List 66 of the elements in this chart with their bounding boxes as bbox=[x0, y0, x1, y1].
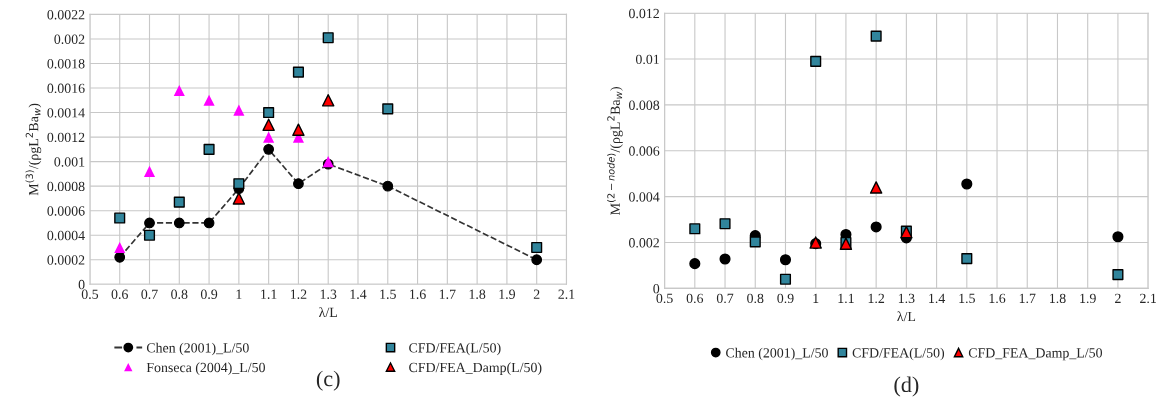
x-tick-label: 1.8 bbox=[1050, 293, 1066, 304]
y-tick-label: 0.0004 bbox=[47, 230, 85, 241]
x-tick-label: 1.3 bbox=[320, 289, 337, 299]
x-tick-label: 1 bbox=[813, 293, 819, 303]
x-tick-label: 1.2 bbox=[290, 289, 307, 299]
x-tick-label: 2 bbox=[1115, 293, 1121, 303]
x-tick-label: 1.9 bbox=[499, 289, 516, 299]
y-tick-label: 0 bbox=[653, 283, 660, 294]
x-tick-label: 1 bbox=[236, 289, 242, 299]
y-tick-label: 0.0014 bbox=[47, 108, 85, 118]
y-tick-label: 0.0018 bbox=[47, 59, 85, 69]
x-tick-label: 1.5 bbox=[380, 289, 396, 299]
x-tick-label: 1.4 bbox=[929, 293, 946, 304]
legend-label: CFD_FEA_Damp_L/50 bbox=[968, 348, 1103, 361]
y-tick-label: 0.008 bbox=[629, 100, 660, 110]
x-tick-label: 0.6 bbox=[111, 289, 128, 299]
y-tick-label: 0.004 bbox=[629, 192, 660, 202]
y-tick-label: 0.0008 bbox=[47, 181, 85, 192]
x-tick-label: 1.6 bbox=[410, 289, 426, 299]
legend-label: CFD/FEA(L/50) bbox=[409, 342, 501, 356]
text: (c) bbox=[316, 370, 340, 391]
x-tick-label: 0.6 bbox=[686, 293, 704, 304]
x-tick-label: 1.7 bbox=[1019, 293, 1036, 304]
y-tick-label: 0.0022 bbox=[47, 10, 85, 20]
legend-label: Fonseca (2004)_L/50 bbox=[146, 362, 265, 375]
x-tick-label: 1.7 bbox=[439, 289, 456, 299]
y-tick-label: 0.0006 bbox=[47, 206, 85, 216]
x-tick-label: 2.1 bbox=[558, 289, 575, 299]
x-axis-title: λ/L bbox=[319, 307, 337, 318]
x-tick-label: 1.1 bbox=[261, 289, 277, 299]
x-tick-label: 0.5 bbox=[656, 293, 673, 304]
x-tick-label: 1.9 bbox=[1080, 293, 1096, 304]
x-tick-label: 1.4 bbox=[350, 289, 367, 299]
x-tick-label: 1.8 bbox=[469, 289, 486, 299]
x-tick-label: 0.8 bbox=[171, 289, 188, 299]
x-tick-label: 1.6 bbox=[989, 293, 1006, 304]
y-tick-label: 0.012 bbox=[629, 8, 659, 19]
x-tick-label: 0.9 bbox=[200, 289, 218, 299]
y-axis-title: M$^{(3)}$/(ρgL$^{2}$Ba$_{w}$) bbox=[25, 103, 42, 196]
x-tick-label: 0.8 bbox=[747, 293, 764, 304]
y-tick-label: 0.01 bbox=[635, 54, 659, 65]
legend-label: CFD/FEA_Damp(L/50) bbox=[409, 362, 542, 375]
x-tick-label: 2.1 bbox=[1140, 293, 1156, 304]
x-tick-label: 0.5 bbox=[81, 289, 99, 299]
y-tick-label: 0 bbox=[78, 279, 85, 290]
x-tick-label: 0.9 bbox=[777, 293, 794, 304]
x-tick-label: 0.7 bbox=[716, 293, 734, 304]
y-axis-title: M$^{(2−node)}$/(ρgL$^{2}$Ba$_{w}$) bbox=[607, 87, 623, 215]
x-tick-label: 1.1 bbox=[838, 293, 854, 304]
y-tick-label: 0.0002 bbox=[47, 255, 85, 265]
y-tick-label: 0.006 bbox=[629, 146, 660, 156]
text: (d) bbox=[894, 376, 919, 397]
legend-label: CFD/FEA(L/50) bbox=[852, 347, 945, 361]
y-tick-label: 0.001 bbox=[54, 157, 85, 167]
x-tick-label: 1.5 bbox=[959, 293, 975, 304]
x-tick-label: 1.3 bbox=[898, 293, 915, 304]
y-tick-label: 0.0016 bbox=[47, 83, 85, 94]
y-tick-label: 0.002 bbox=[54, 34, 85, 44]
y-tick-label: 0.0012 bbox=[47, 132, 85, 143]
legend-label: Chen (2001)_L/50 bbox=[146, 342, 249, 356]
x-tick-label: 1.2 bbox=[868, 293, 885, 304]
x-tick-label: 2 bbox=[533, 289, 540, 299]
legend-label: Chen (2001)_L/50 bbox=[726, 347, 828, 361]
x-axis-title: λ/L bbox=[897, 311, 916, 322]
y-tick-label: 0.002 bbox=[629, 238, 659, 248]
x-tick-label: 0.7 bbox=[141, 289, 158, 299]
